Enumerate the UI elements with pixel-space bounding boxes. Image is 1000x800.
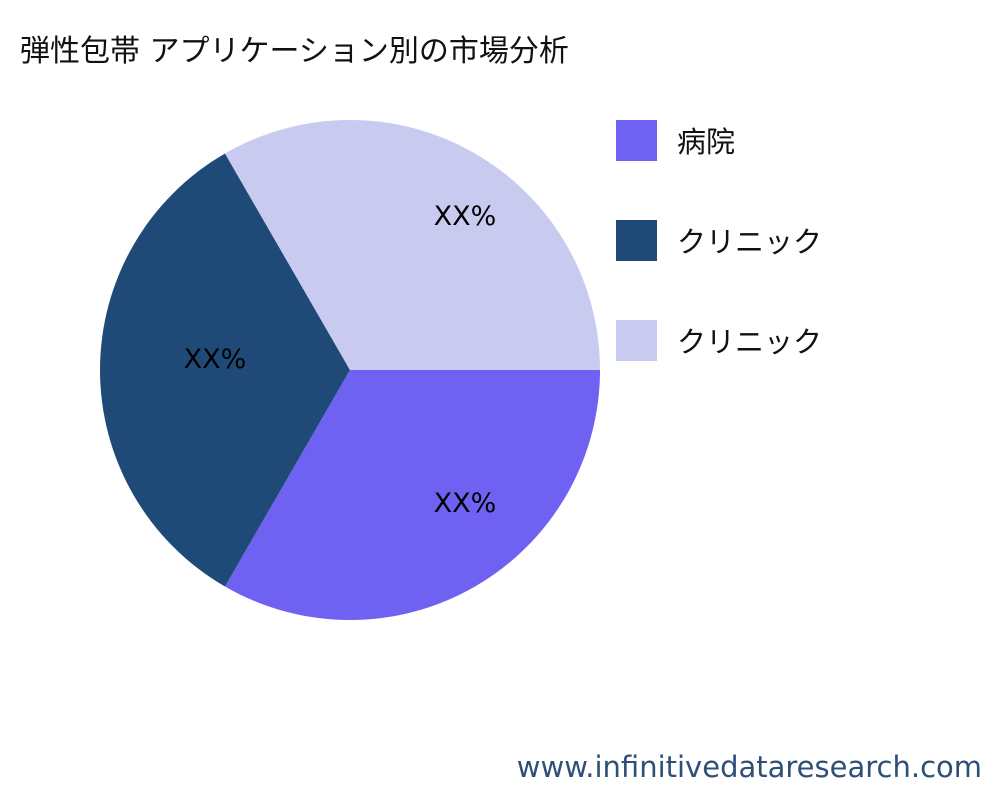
legend-swatch-1 [616,219,657,261]
data-label-1: XX% [184,344,247,375]
watermark: www.infinitivedataresearch.com [516,750,982,784]
chart-title: 弾性包帯 アプリケーション別の市場分析 [20,34,569,69]
legend-label-2: クリニック [677,325,823,359]
pie-slice-0 [225,370,600,620]
pie-slice-2 [225,119,600,370]
legend-swatch-0 [616,119,657,161]
legend-item-1: クリニック [616,219,822,261]
legend-label-1: クリニック [677,225,823,259]
data-label-2: XX% [434,201,497,232]
legend-label-0: 病院 [677,125,736,159]
data-label-0: XX% [434,488,497,519]
legend-item-0: 病院 [616,119,735,161]
legend-item-2: クリニック [616,319,822,361]
legend-swatch-2 [616,319,657,361]
